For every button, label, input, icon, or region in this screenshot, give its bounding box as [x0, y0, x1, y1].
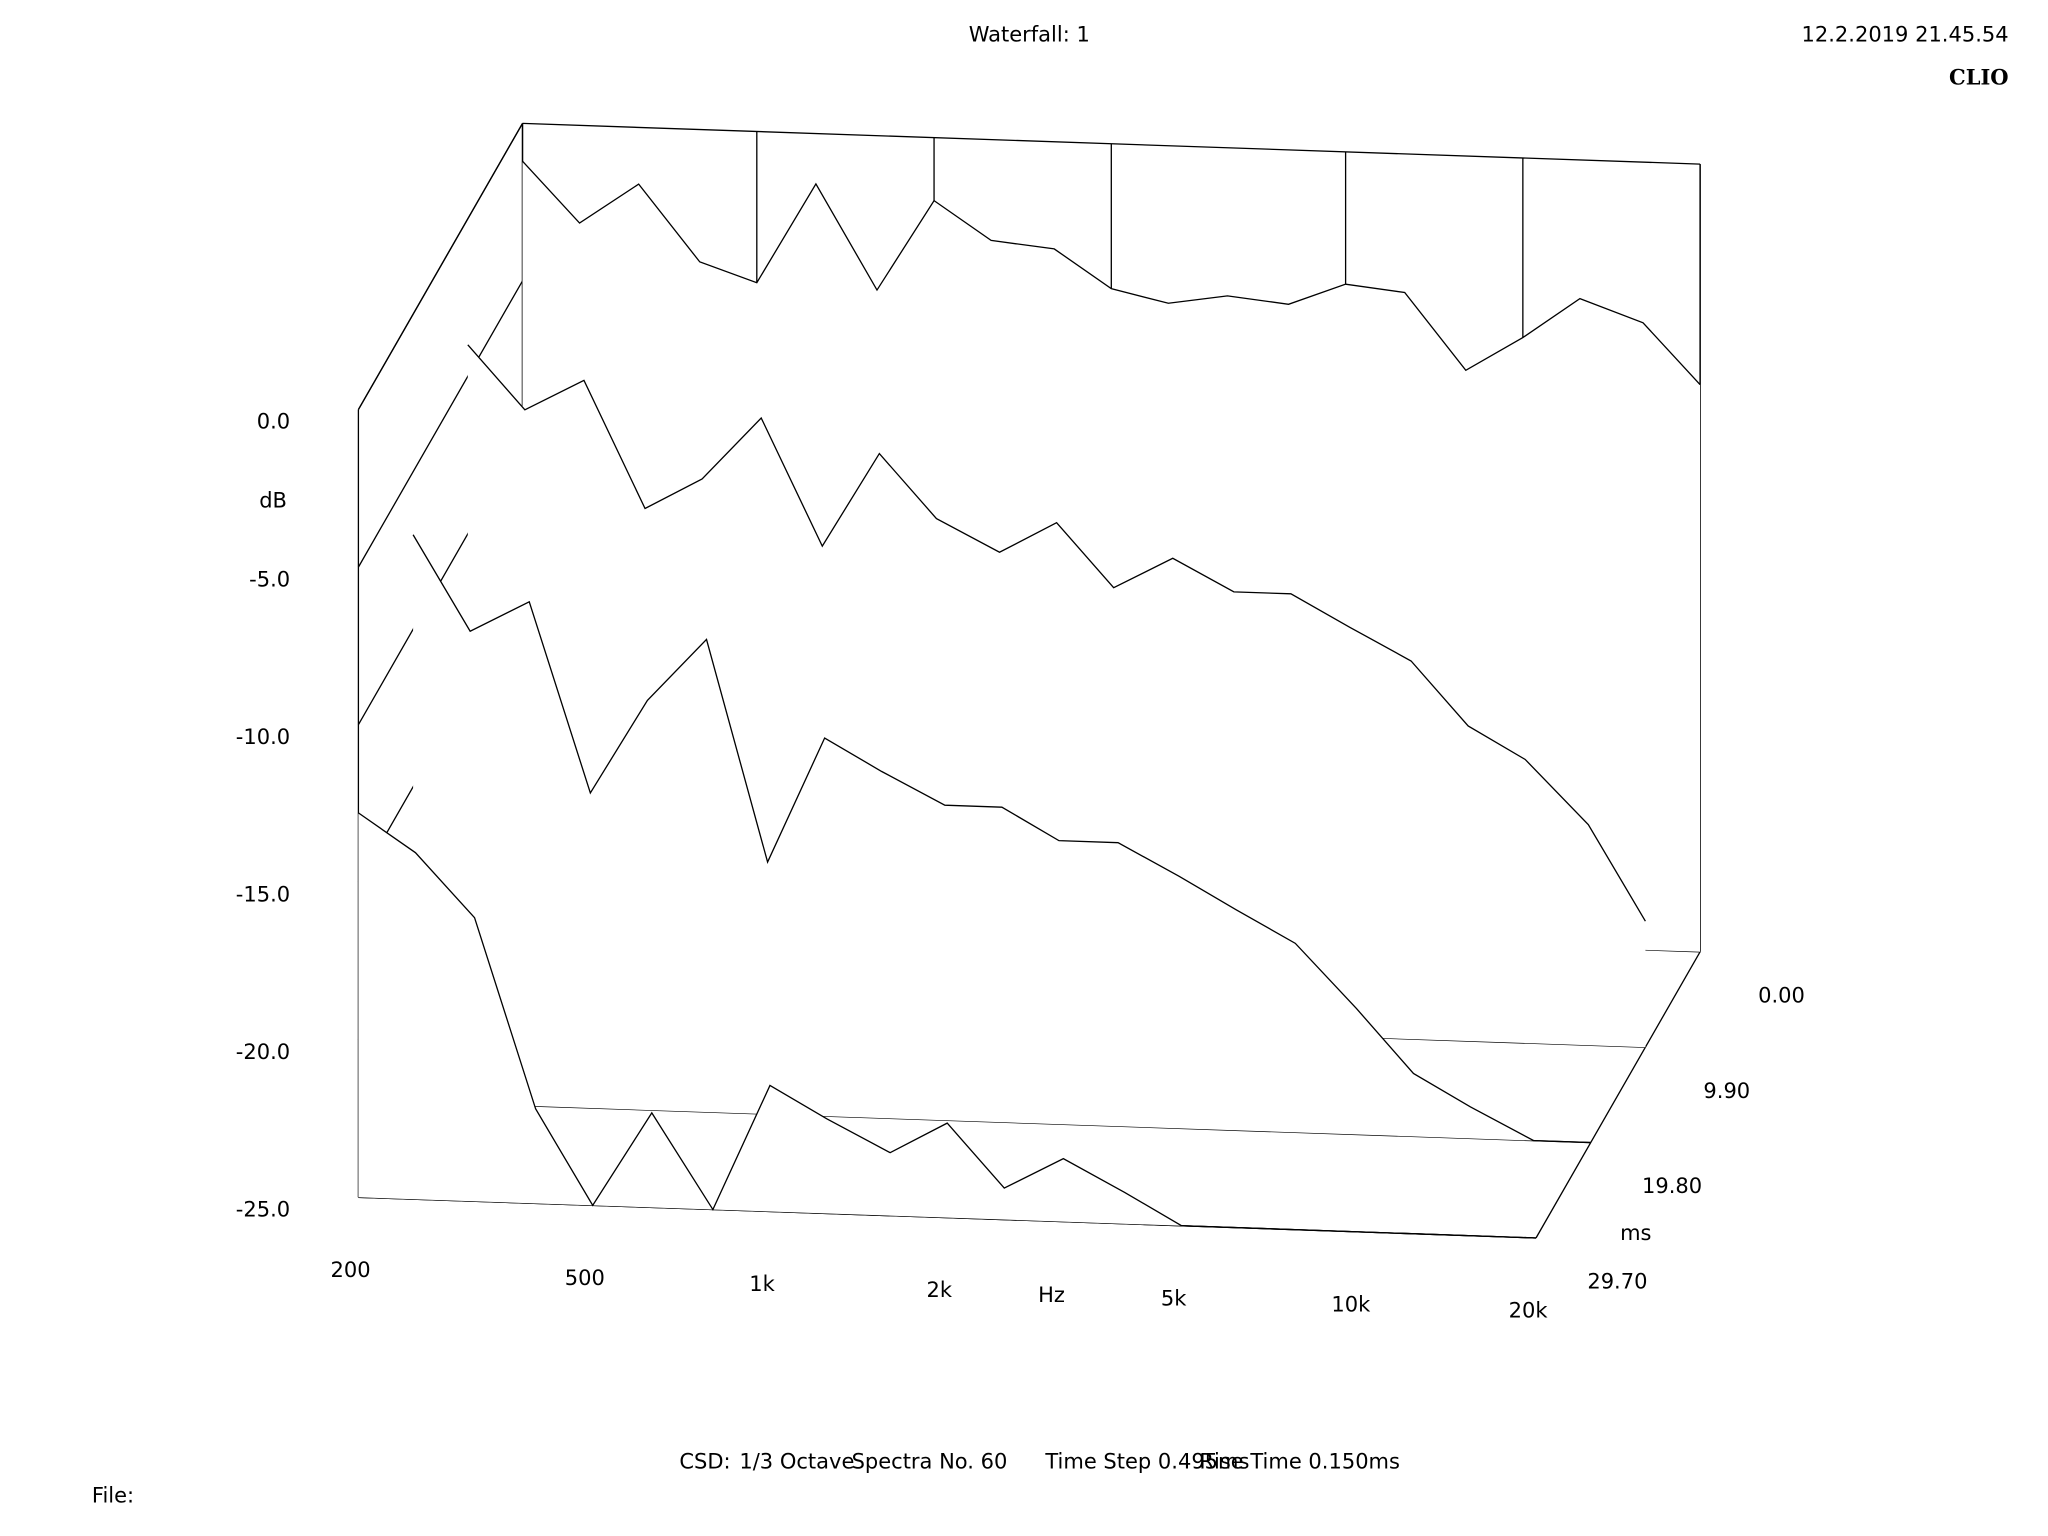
- spectrum-line: [412, 534, 1591, 1144]
- x-tick-label: 200: [330, 1258, 370, 1282]
- grid-line: [357, 280, 524, 568]
- y-tick-label: -15.0: [236, 882, 290, 906]
- footer-text: Time Step 0.495ms: [1044, 1449, 1249, 1473]
- timestamp: 12.2.2019 21.45.54: [1802, 22, 2009, 46]
- z-axis-label: ms: [1620, 1221, 1651, 1245]
- x-axis-label: Hz: [1038, 1283, 1065, 1307]
- y-tick-label: -5.0: [249, 567, 290, 591]
- spectrum-mask: [413, 534, 1591, 1143]
- spectrum-mask: [358, 812, 1536, 1238]
- x-tick-label: 1k: [749, 1272, 775, 1296]
- chart-title: Waterfall: 1: [969, 22, 1090, 46]
- z-tick-label: 29.70: [1587, 1270, 1647, 1294]
- y-tick-label: -20.0: [236, 1040, 290, 1064]
- spectrum-line: [467, 344, 1646, 922]
- x-tick-label: 5k: [1161, 1286, 1187, 1310]
- x-tick-label: 500: [565, 1266, 605, 1290]
- x-tick-label: 10k: [1331, 1292, 1371, 1316]
- z-tick-label: 9.90: [1703, 1079, 1750, 1103]
- footer-text: 1/3 Octave: [739, 1449, 854, 1473]
- file-label: File:: [92, 1484, 134, 1508]
- footer-text: Spectra No. 60: [852, 1449, 1008, 1473]
- footer-text: Rise Time 0.150ms: [1199, 1449, 1400, 1473]
- y-axis-label: dB: [259, 488, 287, 512]
- y-tick-label: -10.0: [236, 725, 290, 749]
- footer-text: CSD:: [679, 1449, 730, 1473]
- spectrum-line: [358, 812, 1537, 1239]
- x-tick-label: 2k: [927, 1278, 953, 1302]
- z-tick-label: 19.80: [1642, 1174, 1702, 1198]
- z-tick-label: 0.00: [1758, 983, 1805, 1007]
- spectrum-line: [522, 160, 1701, 386]
- y-tick-label: -25.0: [236, 1197, 290, 1221]
- brand: CLIO: [1949, 64, 2009, 89]
- y-tick-label: 0.0: [257, 410, 290, 434]
- grid-line: [357, 123, 524, 410]
- x-tick-label: 20k: [1509, 1299, 1549, 1323]
- frame-line: [1535, 951, 1701, 1239]
